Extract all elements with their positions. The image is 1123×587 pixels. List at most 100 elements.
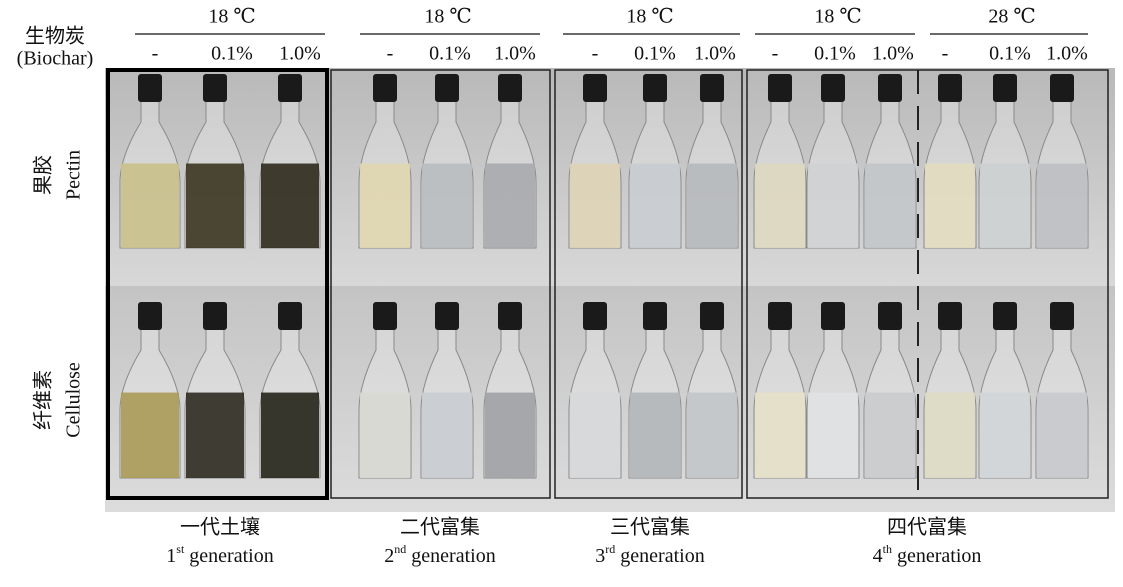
biochar-level: -: [152, 43, 159, 65]
bottle-liquid: [687, 163, 737, 248]
bottle-liquid: [261, 392, 319, 478]
bottle-cap: [643, 74, 667, 102]
box-gen1: [106, 68, 329, 500]
bottle-cap: [373, 302, 397, 330]
bottle-liquid: [865, 163, 915, 248]
row-zh: 果胶: [32, 155, 55, 195]
temperature-label: 28 ℃: [988, 6, 1035, 28]
generation-zh: 三代富集: [610, 516, 690, 539]
bottle-cap: [1050, 74, 1074, 102]
generation-en: 1st generation: [166, 542, 273, 567]
bottle-liquid: [360, 392, 410, 478]
generation-zh: 二代富集: [400, 516, 480, 539]
generation-word: generation: [411, 545, 495, 567]
bottle-liquid: [186, 163, 244, 248]
bottle-liquid: [121, 392, 179, 478]
bottle-cap: [700, 302, 724, 330]
bottle-liquid: [630, 163, 680, 248]
row-label-zh: 生物炭: [25, 25, 85, 48]
ordinal: 1: [166, 545, 176, 567]
temperature-label: 18 ℃: [208, 6, 255, 28]
bottle-liquid: [865, 392, 915, 478]
temperature-label: 18 ℃: [424, 6, 471, 28]
biochar-level: 1.0%: [1046, 43, 1088, 65]
generation-zh: 四代富集: [887, 516, 967, 539]
bottle-cap: [373, 74, 397, 102]
biochar-level: -: [772, 43, 779, 65]
biochar-level: 1.0%: [872, 43, 914, 65]
biochar-level: 0.1%: [211, 43, 253, 65]
bottle-cap: [938, 74, 962, 102]
ordinal-suffix: st: [176, 542, 185, 556]
bottle-liquid: [808, 163, 858, 248]
biochar-level: -: [592, 43, 599, 65]
ordinal-suffix: nd: [394, 542, 406, 556]
biochar-level: 1.0%: [279, 43, 321, 65]
bottle-cap: [700, 74, 724, 102]
bottle-liquid: [808, 392, 858, 478]
bottle-liquid: [980, 392, 1030, 478]
bottle-liquid: [186, 392, 244, 478]
row-en: Cellulose: [63, 362, 85, 438]
bottle-cap: [878, 302, 902, 330]
bottle-liquid: [121, 163, 179, 248]
bottle-cap: [993, 302, 1017, 330]
generation-zh: 一代土壤: [180, 516, 260, 539]
bottle-cap: [821, 74, 845, 102]
generation-en: 2nd generation: [384, 542, 495, 567]
biochar-level: 1.0%: [694, 43, 736, 65]
biochar-level: 0.1%: [634, 43, 676, 65]
bottle-liquid: [261, 163, 319, 248]
bottle-cap: [435, 302, 459, 330]
bottle-liquid: [980, 163, 1030, 248]
bottles: [119, 74, 1089, 479]
generation-en: 3rd generation: [595, 542, 704, 567]
bottle-cap: [203, 302, 227, 330]
bottle-cap: [278, 302, 302, 330]
ordinal: 3: [595, 545, 605, 567]
row-en: Pectin: [63, 150, 85, 200]
bottle-liquid: [422, 392, 472, 478]
bottle-liquid: [925, 392, 975, 478]
bottle-cap: [138, 302, 162, 330]
bottle-cap: [878, 74, 902, 102]
ordinal-suffix: rd: [605, 542, 615, 556]
ordinal: 4: [873, 545, 883, 567]
bottle-cap: [768, 74, 792, 102]
bottle-cap: [583, 74, 607, 102]
bottle-liquid: [570, 392, 620, 478]
bottle-cap: [821, 302, 845, 330]
row-zh: 纤维素: [32, 370, 55, 430]
biochar-level: 0.1%: [429, 43, 471, 65]
bottle-cap: [993, 74, 1017, 102]
bottle-cap: [203, 74, 227, 102]
bottle-cap: [278, 74, 302, 102]
biochar-level: -: [942, 43, 949, 65]
bottle-liquid: [755, 392, 805, 478]
bottle-liquid: [1037, 392, 1087, 478]
bottle-liquid: [1037, 163, 1087, 248]
bottle-cap: [938, 302, 962, 330]
biochar-level: -: [387, 43, 394, 65]
bottle-cap: [498, 302, 522, 330]
box-gen4: [746, 69, 1109, 499]
bottle-cap: [138, 74, 162, 102]
generation-word: generation: [620, 545, 704, 567]
bottle-liquid: [925, 163, 975, 248]
box-gen3: [554, 69, 743, 499]
bottle-cap: [498, 74, 522, 102]
bottle-liquid: [755, 163, 805, 248]
bottle-cap: [1050, 302, 1074, 330]
ordinal-suffix: th: [883, 542, 892, 556]
bottle-liquid: [422, 163, 472, 248]
generation-en: 4th generation: [873, 542, 982, 567]
bottle-liquid: [485, 392, 535, 478]
box-gen2: [330, 69, 551, 499]
bottle-cap: [435, 74, 459, 102]
bottle-cap: [643, 302, 667, 330]
biochar-level: 1.0%: [494, 43, 536, 65]
generation-word: generation: [897, 545, 981, 567]
bottle-liquid: [630, 392, 680, 478]
